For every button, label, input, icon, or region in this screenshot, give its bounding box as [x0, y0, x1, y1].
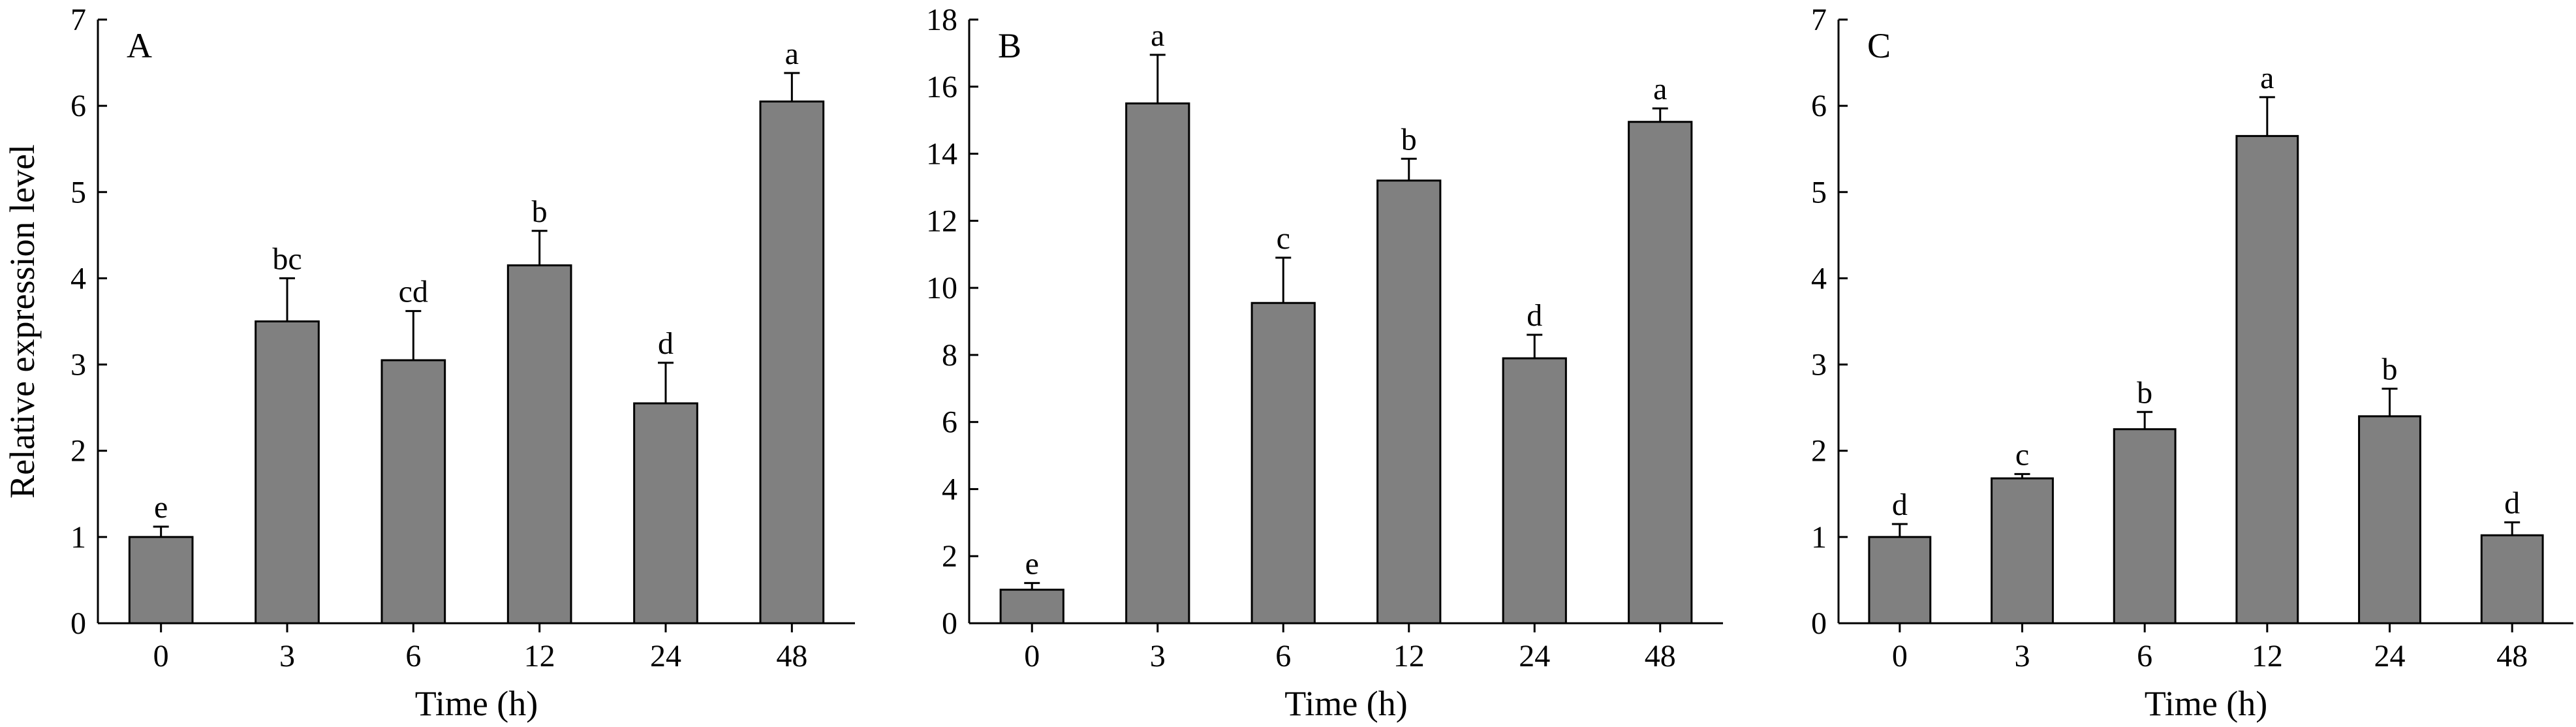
- y-tick-label: 2: [942, 539, 957, 574]
- bar: [1250, 302, 1316, 625]
- y-tick-label: 16: [926, 70, 957, 104]
- significance-label: e: [1025, 546, 1039, 581]
- y-tick-label: 5: [70, 175, 86, 209]
- significance-label: a: [2260, 61, 2274, 95]
- significance-label: bc: [272, 241, 302, 276]
- x-tick-label: 24: [650, 639, 681, 673]
- y-tick-label: 4: [1811, 261, 1827, 296]
- significance-label: d: [1892, 487, 1908, 522]
- x-tick-label: 6: [405, 639, 421, 673]
- significance-label: d: [658, 326, 674, 361]
- y-tick-label: 10: [926, 271, 957, 305]
- y-tick-label: 18: [926, 3, 957, 37]
- bar: [759, 101, 825, 625]
- significance-label: d: [2504, 486, 2520, 520]
- significance-label: c: [2015, 437, 2029, 472]
- x-tick-label: 0: [153, 639, 169, 673]
- y-tick-label: 7: [1811, 3, 1827, 37]
- significance-label: a: [785, 37, 799, 71]
- x-tick-label: 3: [2015, 639, 2030, 673]
- bar: [1376, 179, 1442, 625]
- bar: [128, 536, 194, 625]
- bar: [999, 589, 1064, 625]
- x-tick-label: 6: [1275, 639, 1291, 673]
- y-tick-label: 0: [70, 606, 86, 641]
- x-tick-label: 24: [1519, 639, 1550, 673]
- bar: [1502, 357, 1567, 625]
- bar: [633, 402, 698, 625]
- bar: [1628, 121, 1693, 625]
- y-axis-title: Relative expression level: [3, 144, 42, 499]
- y-tick-label: 12: [926, 204, 957, 238]
- x-tick-label: 12: [524, 639, 555, 673]
- bar: [380, 359, 446, 625]
- x-tick-label: 3: [1150, 639, 1166, 673]
- significance-label: a: [1653, 72, 1667, 106]
- x-tick-label: 48: [776, 639, 807, 673]
- y-tick-label: 0: [942, 606, 957, 641]
- bar: [1125, 102, 1190, 625]
- bar: [2358, 415, 2421, 625]
- y-tick-label: 6: [70, 89, 86, 123]
- y-tick-label: 7: [70, 3, 86, 37]
- x-tick-label: 6: [2137, 639, 2152, 673]
- x-axis-title: Time (h): [2145, 684, 2268, 723]
- bar: [1991, 477, 2054, 625]
- bar: [2113, 428, 2177, 625]
- y-tick-label: 4: [942, 472, 957, 506]
- x-axis-title: Time (h): [415, 684, 538, 723]
- x-tick-label: 3: [279, 639, 295, 673]
- bar: [1868, 536, 1932, 625]
- significance-label: c: [1277, 221, 1290, 256]
- significance-label: e: [154, 490, 168, 525]
- significance-label: b: [2137, 375, 2152, 410]
- y-tick-label: 14: [926, 137, 957, 172]
- x-tick-label: 0: [1024, 639, 1040, 673]
- x-tick-label: 48: [1645, 639, 1676, 673]
- y-tick-label: 1: [70, 520, 86, 555]
- y-tick-label: 1: [1811, 520, 1827, 555]
- y-tick-label: 8: [942, 338, 957, 373]
- y-tick-label: 2: [1811, 434, 1827, 469]
- y-tick-label: 3: [70, 348, 86, 382]
- panel-letter: C: [1867, 26, 1891, 65]
- y-tick-label: 4: [70, 261, 86, 296]
- significance-label: d: [1527, 298, 1542, 333]
- significance-label: a: [1151, 18, 1164, 53]
- y-tick-label: 3: [1811, 348, 1827, 382]
- y-tick-label: 0: [1811, 606, 1827, 641]
- significance-label: b: [1401, 122, 1417, 157]
- x-tick-label: 12: [2252, 639, 2283, 673]
- bar: [2235, 134, 2299, 625]
- x-axis-title: Time (h): [1284, 684, 1408, 723]
- y-tick-label: 6: [1811, 89, 1827, 123]
- significance-label: b: [532, 194, 548, 229]
- bar: [2480, 534, 2544, 625]
- y-tick-label: 5: [1811, 175, 1827, 209]
- x-tick-label: 0: [1892, 639, 1908, 673]
- panel-letter: A: [127, 26, 152, 65]
- bar: [506, 264, 572, 625]
- x-tick-label: 12: [1393, 639, 1425, 673]
- panel-letter: B: [998, 26, 1021, 65]
- significance-label: b: [2382, 352, 2398, 387]
- x-tick-label: 48: [2496, 639, 2528, 673]
- bar: [255, 320, 320, 625]
- y-tick-label: 6: [942, 405, 957, 440]
- y-tick-label: 2: [70, 434, 86, 469]
- x-tick-label: 24: [2374, 639, 2406, 673]
- significance-label: cd: [399, 275, 428, 309]
